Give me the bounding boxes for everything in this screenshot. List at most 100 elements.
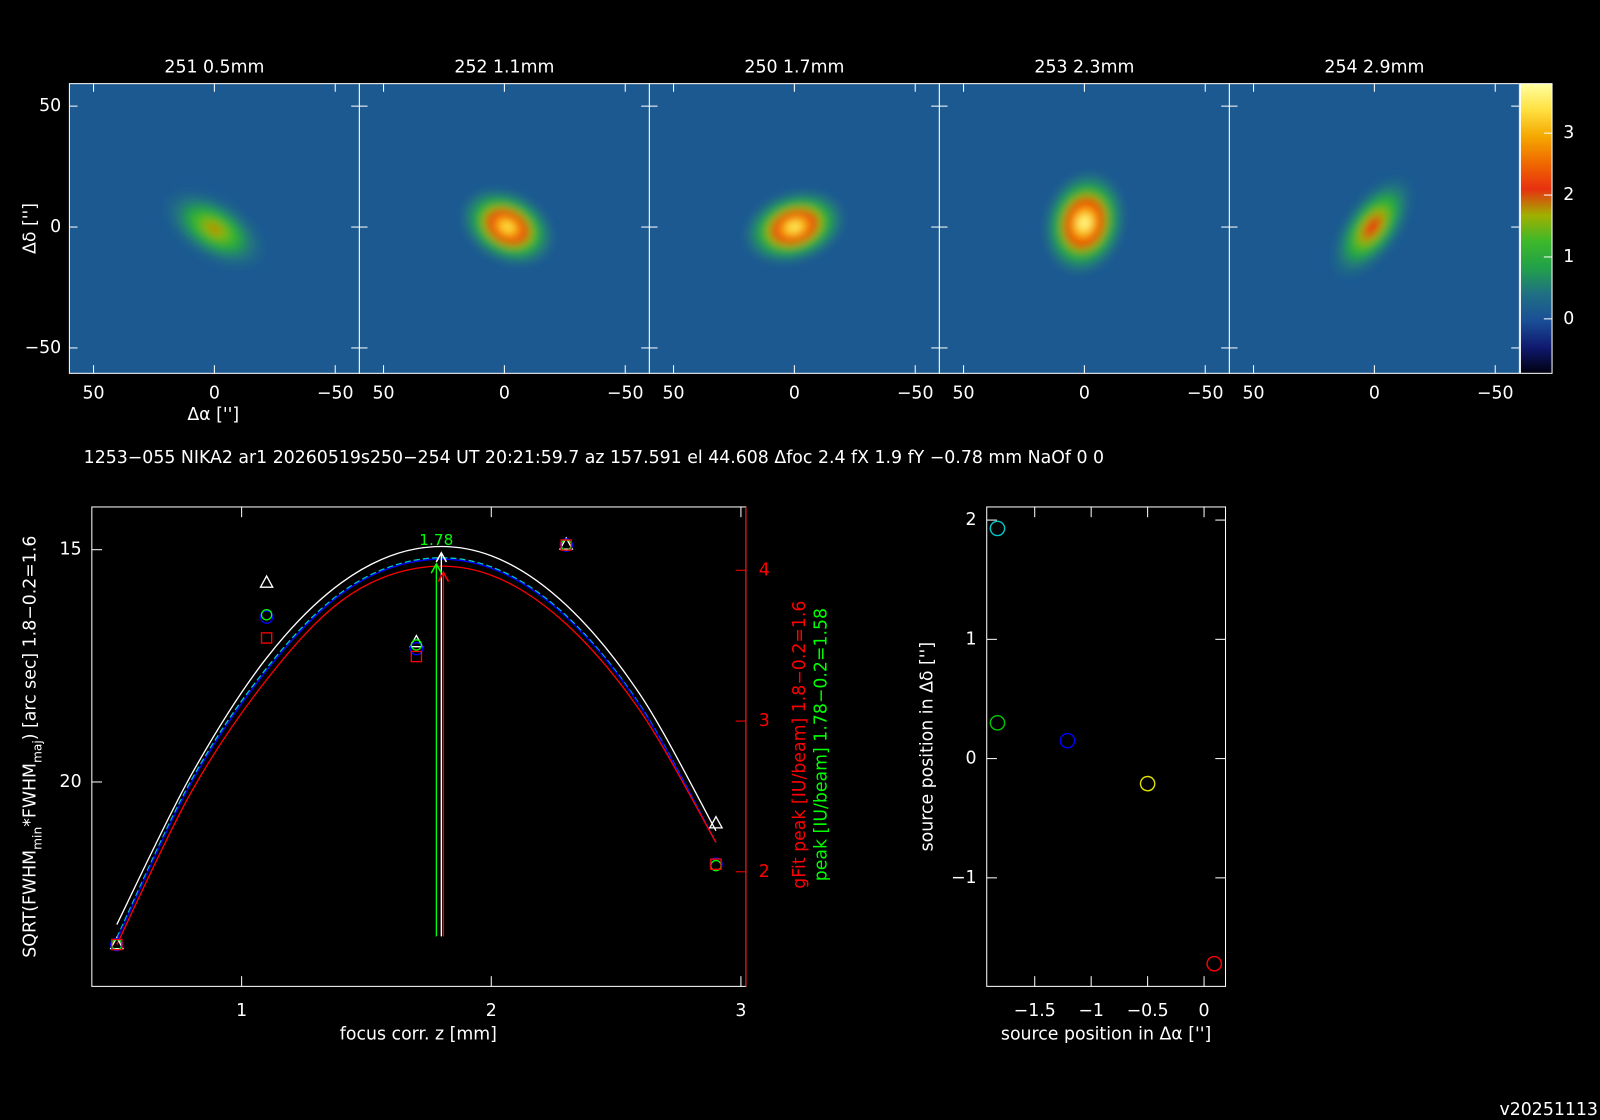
- y-tick-label: 50: [39, 96, 61, 116]
- x-tick-label: −1.5: [1014, 1001, 1056, 1021]
- y2-axis-label: gFit peak [IU/beam] 1.8−0.2=1.6: [790, 601, 810, 889]
- circle-marker: [409, 641, 424, 656]
- x-tick-label: 0: [209, 384, 220, 404]
- circle-marker: [259, 610, 274, 624]
- x-tick-label: 2: [486, 1001, 497, 1021]
- triangle-marker: [109, 936, 125, 950]
- panel-title: 250 1.7mm: [744, 57, 844, 77]
- scatter-point: [989, 714, 1006, 731]
- image-panel: [939, 83, 1230, 374]
- x-tick-label: 50: [953, 384, 975, 404]
- x-tick-label: −1: [1078, 1001, 1104, 1021]
- x-tick-label: 50: [1243, 384, 1265, 404]
- y-tick-label: 1: [965, 629, 976, 649]
- y-axis-label-part: ) [arc sec] 1.8−0.2=1.6: [21, 536, 41, 741]
- colorbar-tick-label: 2: [1563, 185, 1574, 205]
- x-tick-label: 0: [1199, 1001, 1210, 1021]
- scatter-point: [1139, 775, 1156, 792]
- y-axis-label-part: maj: [30, 740, 44, 763]
- x-tick-label: −50: [1477, 384, 1514, 404]
- image-panel: [69, 83, 360, 374]
- blob-peak: [1078, 217, 1090, 229]
- circle-marker: [410, 639, 423, 651]
- x-tick-label: 3: [735, 1001, 746, 1021]
- colorbar-tick-label: 1: [1563, 247, 1574, 267]
- x-tick-label: 1: [236, 1001, 247, 1021]
- panel-title: 253 2.3mm: [1034, 57, 1134, 77]
- y-axis-label-part: *FWHM: [21, 763, 41, 827]
- blob-peak: [1367, 221, 1378, 233]
- y2-tick-label: 4: [759, 560, 770, 580]
- y-tick-label: 0: [965, 749, 976, 769]
- scatter-point: [1059, 732, 1076, 749]
- x-tick-label: −0.5: [1127, 1001, 1169, 1021]
- x-axis-label: Δα ['']: [187, 405, 239, 425]
- x-tick-label: −50: [607, 384, 644, 404]
- colorbar: [1519, 83, 1553, 374]
- version: v20251113: [1499, 1100, 1597, 1120]
- fit-curve: [116, 545, 717, 925]
- square-marker: [260, 632, 273, 644]
- blob: [461, 189, 553, 265]
- blob: [1332, 177, 1413, 277]
- x-tick-label: −50: [1187, 384, 1224, 404]
- image-panel: [649, 83, 940, 374]
- fit-curve: [116, 565, 717, 945]
- y-axis-label: Δδ ['']: [21, 203, 41, 254]
- x-tick-label: 0: [499, 384, 510, 404]
- blob-peak: [208, 224, 221, 234]
- y-tick-label: 2: [965, 510, 976, 530]
- circle-marker: [260, 608, 273, 621]
- x-tick-label: 0: [789, 384, 800, 404]
- x-axis-label: focus corr. z [mm]: [340, 1024, 497, 1044]
- panel-title: 254 2.9mm: [1324, 57, 1424, 77]
- y2-axis-label: peak [IU/beam] 1.78−0.2=1.58: [811, 608, 831, 881]
- square-marker: [560, 539, 572, 551]
- focus-arrow: [430, 562, 443, 574]
- scatter-point: [989, 520, 1006, 537]
- blob-peak: [788, 222, 801, 232]
- triangle-marker: [708, 815, 724, 829]
- image-panel: [1229, 83, 1520, 374]
- x-tick-label: 50: [663, 384, 685, 404]
- x-tick-label: 50: [373, 384, 395, 404]
- x-tick-label: 50: [83, 384, 105, 404]
- x-axis-label: source position in Δα ['']: [1001, 1024, 1211, 1044]
- info-line: 1253−055 NIKA2 ar1 20260519s250−254 UT 2…: [84, 448, 1104, 468]
- x-tick-label: −50: [897, 384, 934, 404]
- plot-frame: [986, 506, 1227, 987]
- blob: [745, 190, 844, 264]
- square-marker: [111, 938, 123, 951]
- blob-peak: [501, 222, 514, 232]
- circle-marker: [110, 937, 124, 952]
- focus-arrow: [435, 551, 448, 563]
- blob: [165, 190, 264, 268]
- y-tick-label: 0: [50, 217, 61, 237]
- image-panel: [359, 83, 650, 374]
- y-tick-label: −50: [25, 338, 62, 358]
- best-focus-label: 1.78: [419, 531, 453, 549]
- y-axis-label-part: SQRT(FWHM: [21, 850, 41, 958]
- triangle-marker: [259, 574, 274, 588]
- colorbar-tick-label: 0: [1563, 309, 1574, 329]
- scatter-point: [1206, 955, 1223, 972]
- circle-marker: [559, 538, 573, 552]
- x-tick-label: 0: [1079, 384, 1090, 404]
- panel-title: 251 0.5mm: [164, 57, 264, 77]
- blob: [1044, 173, 1125, 273]
- y-axis-label: source position in Δδ ['']: [918, 642, 938, 851]
- y-tick-label: −1: [951, 868, 977, 888]
- y2-tick-label: 2: [759, 862, 770, 882]
- y-tick-label: 20: [60, 772, 82, 792]
- triangle-marker: [558, 536, 574, 550]
- y-tick-label: 15: [60, 540, 82, 560]
- focus-arrow: [437, 570, 450, 582]
- x-tick-label: −50: [317, 384, 354, 404]
- y-axis-label-part: min: [30, 827, 44, 850]
- panel-title: 252 1.1mm: [454, 57, 554, 77]
- x-tick-label: 0: [1369, 384, 1380, 404]
- square-marker: [410, 650, 423, 663]
- colorbar-tick-label: 3: [1563, 123, 1574, 143]
